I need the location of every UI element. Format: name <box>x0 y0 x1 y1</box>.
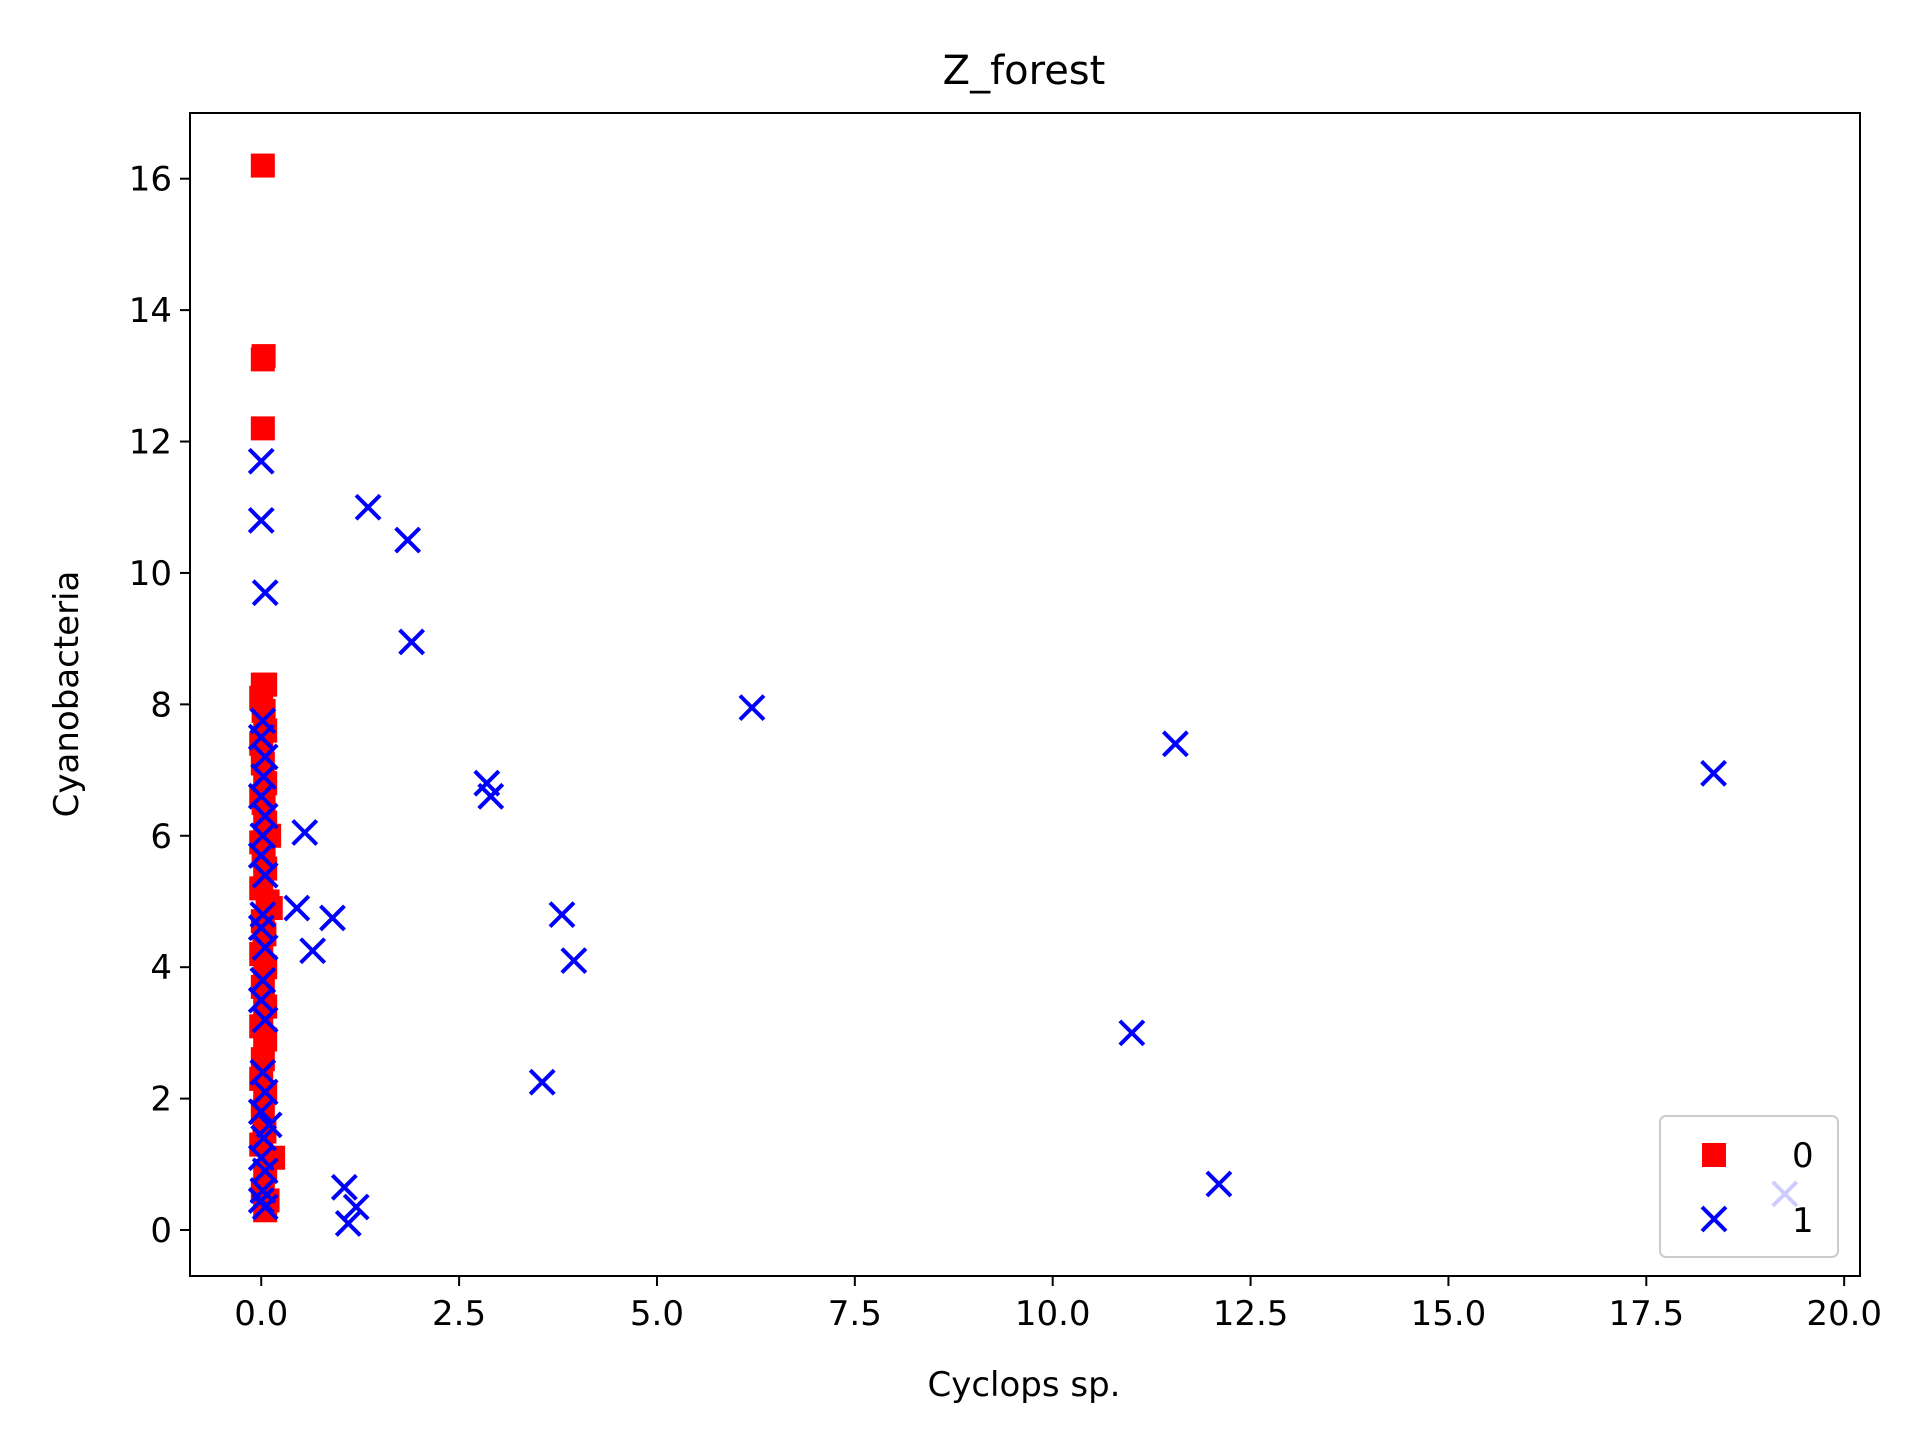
chart-title: Z_forest <box>943 48 1106 94</box>
series-1-point <box>1205 1170 1233 1198</box>
legend-label-series-1: 1 <box>1792 1201 1814 1241</box>
y-tick-label: 8 <box>150 685 172 725</box>
y-tick-label: 4 <box>150 948 172 988</box>
y-tick-label: 16 <box>129 160 172 200</box>
series-1-point <box>1700 759 1727 787</box>
series-1-point <box>247 506 275 534</box>
y-axis-ticks: 0 2 4 6 8 10 12 14 16 <box>129 160 190 1251</box>
x-tick-label: 2.5 <box>432 1294 486 1334</box>
x-tick-label: 15.0 <box>1411 1294 1487 1334</box>
series-1-point <box>342 1193 370 1221</box>
y-tick-label: 10 <box>129 554 172 594</box>
series-1-point <box>299 937 327 965</box>
series-1-point <box>398 628 426 656</box>
x-tick-label: 10.0 <box>1015 1294 1091 1334</box>
x-tick-label: 5.0 <box>630 1294 684 1334</box>
series-1-point <box>528 1068 556 1096</box>
series-1-point <box>251 934 279 961</box>
x-tick-label: 7.5 <box>828 1294 882 1334</box>
x-tick-label: 17.5 <box>1608 1294 1684 1334</box>
series-1-point <box>251 861 279 889</box>
y-axis-label: Cyanobacteria <box>47 571 87 818</box>
series-1-point <box>283 894 311 922</box>
x-axis-label: Cyclops sp. <box>927 1365 1120 1405</box>
series-1-point <box>251 1193 279 1221</box>
series-1-point <box>334 1210 362 1237</box>
series-1-point <box>251 579 279 607</box>
series-1-point <box>330 1173 358 1201</box>
series-1-point <box>477 782 505 810</box>
series-0-point <box>250 416 275 441</box>
series-1-point <box>394 526 422 554</box>
legend-marker-series-0 <box>1702 1143 1726 1167</box>
x-tick-label: 20.0 <box>1806 1294 1882 1334</box>
y-tick-label: 6 <box>150 817 172 857</box>
series-1-point <box>560 947 588 975</box>
plot-frame <box>189 112 1861 1277</box>
plot-area <box>189 112 1861 1277</box>
legend-label-series-0: 0 <box>1792 1136 1814 1176</box>
series-1-point <box>291 819 319 846</box>
y-tick-label: 14 <box>129 291 172 331</box>
legend: 0 1 <box>1659 1115 1839 1258</box>
x-axis-ticks: 0.0 2.5 5.0 7.5 10.0 12.5 15.0 17.5 20.0 <box>234 1276 1882 1334</box>
legend-marker-series-1 <box>1700 1205 1728 1233</box>
y-tick-label: 0 <box>150 1211 172 1251</box>
series-0-point <box>250 153 275 178</box>
series-1-point <box>247 1098 275 1126</box>
series-1-point <box>251 1006 279 1034</box>
y-tick-label: 2 <box>150 1080 172 1120</box>
series-1-point <box>354 493 382 521</box>
series-1-point <box>738 694 766 722</box>
series-1-point <box>548 901 576 929</box>
series-1-point <box>247 447 275 475</box>
y-tick-label: 12 <box>129 423 172 463</box>
x-tick-label: 0.0 <box>234 1294 288 1334</box>
x-tick-label: 12.5 <box>1213 1294 1289 1334</box>
series-1-point <box>319 904 346 932</box>
series-0-point <box>250 347 275 372</box>
series-1-point <box>1118 1019 1146 1047</box>
series-1-point <box>1161 730 1189 758</box>
